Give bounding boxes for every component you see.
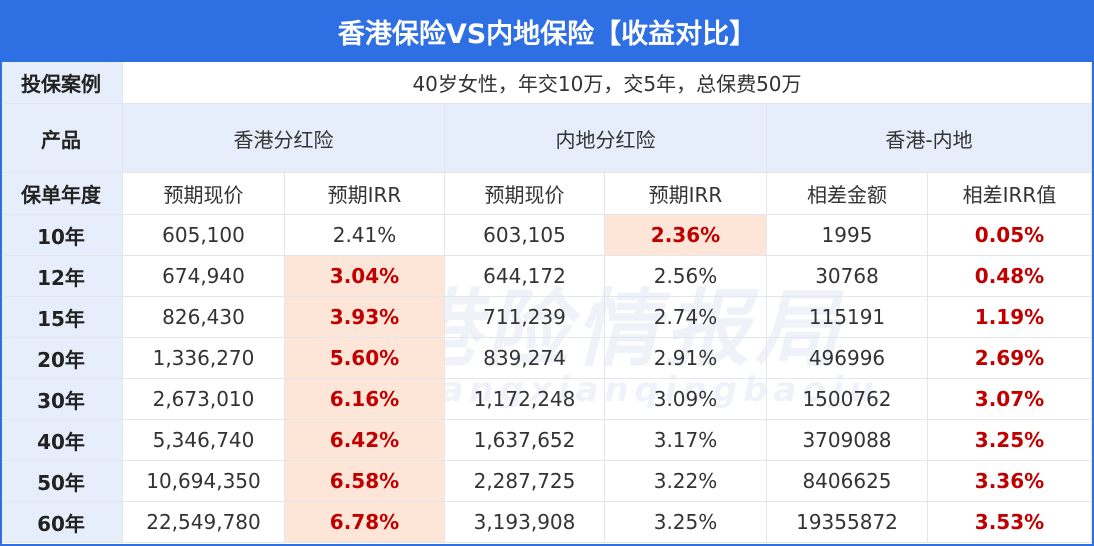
year-cell: 50年 <box>0 461 123 502</box>
product-group: 内地分红险 <box>445 104 767 173</box>
value-cell: 3.17% <box>605 420 767 461</box>
product-group: 香港分红险 <box>123 104 445 173</box>
value-cell: 19355872 <box>767 502 928 543</box>
title: 香港保险VS内地保险【收益对比】 <box>0 0 1094 62</box>
value-cell: 3.53% <box>928 502 1092 543</box>
value-cell: 30768 <box>767 256 928 297</box>
value-cell: 6.42% <box>285 420 445 461</box>
value-cell: 644,172 <box>445 256 605 297</box>
value-cell: 2.36% <box>605 215 767 256</box>
value-cell: 6.16% <box>285 379 445 420</box>
year-cell: 15年 <box>0 297 123 338</box>
value-cell: 1500762 <box>767 379 928 420</box>
column-header: 相差金额 <box>767 173 928 215</box>
value-cell: 2.56% <box>605 256 767 297</box>
value-cell: 3.22% <box>605 461 767 502</box>
value-cell: 3.07% <box>928 379 1092 420</box>
value-cell: 6.58% <box>285 461 445 502</box>
value-cell: 115191 <box>767 297 928 338</box>
value-cell: 3,193,908 <box>445 502 605 543</box>
value-cell: 603,105 <box>445 215 605 256</box>
value-cell: 22,549,780 <box>123 502 285 543</box>
value-cell: 2.74% <box>605 297 767 338</box>
value-cell: 1.19% <box>928 297 1092 338</box>
value-cell: 2,673,010 <box>123 379 285 420</box>
value-cell: 1,336,270 <box>123 338 285 379</box>
product-group: 香港-内地 <box>767 104 1092 173</box>
value-cell: 605,100 <box>123 215 285 256</box>
value-cell: 5.60% <box>285 338 445 379</box>
year-cell: 12年 <box>0 256 123 297</box>
value-cell: 1,637,652 <box>445 420 605 461</box>
value-cell: 3.25% <box>928 420 1092 461</box>
value-cell: 10,694,350 <box>123 461 285 502</box>
value-cell: 1,172,248 <box>445 379 605 420</box>
case-value: 40岁女性，年交10万，交5年，总保费50万 <box>123 62 1092 104</box>
value-cell: 3.25% <box>605 502 767 543</box>
column-header: 相差IRR值 <box>928 173 1092 215</box>
value-cell: 6.78% <box>285 502 445 543</box>
value-cell: 0.05% <box>928 215 1092 256</box>
column-header: 预期现价 <box>445 173 605 215</box>
value-cell: 839,274 <box>445 338 605 379</box>
value-cell: 674,940 <box>123 256 285 297</box>
column-header: 预期现价 <box>123 173 285 215</box>
value-cell: 3709088 <box>767 420 928 461</box>
value-cell: 5,346,740 <box>123 420 285 461</box>
value-cell: 3.93% <box>285 297 445 338</box>
value-cell: 2.91% <box>605 338 767 379</box>
value-cell: 8406625 <box>767 461 928 502</box>
year-cell: 60年 <box>0 502 123 543</box>
year-cell: 40年 <box>0 420 123 461</box>
year-cell: 30年 <box>0 379 123 420</box>
year-label: 保单年度 <box>0 173 123 215</box>
value-cell: 3.36% <box>928 461 1092 502</box>
value-cell: 2.41% <box>285 215 445 256</box>
case-label: 投保案例 <box>0 62 123 104</box>
value-cell: 826,430 <box>123 297 285 338</box>
value-cell: 2.69% <box>928 338 1092 379</box>
value-cell: 3.09% <box>605 379 767 420</box>
value-cell: 496996 <box>767 338 928 379</box>
value-cell: 3.04% <box>285 256 445 297</box>
value-cell: 711,239 <box>445 297 605 338</box>
product-label: 产品 <box>0 104 123 173</box>
year-cell: 20年 <box>0 338 123 379</box>
value-cell: 2,287,725 <box>445 461 605 502</box>
value-cell: 0.48% <box>928 256 1092 297</box>
column-header: 预期IRR <box>285 173 445 215</box>
value-cell: 1995 <box>767 215 928 256</box>
year-cell: 10年 <box>0 215 123 256</box>
column-header: 预期IRR <box>605 173 767 215</box>
